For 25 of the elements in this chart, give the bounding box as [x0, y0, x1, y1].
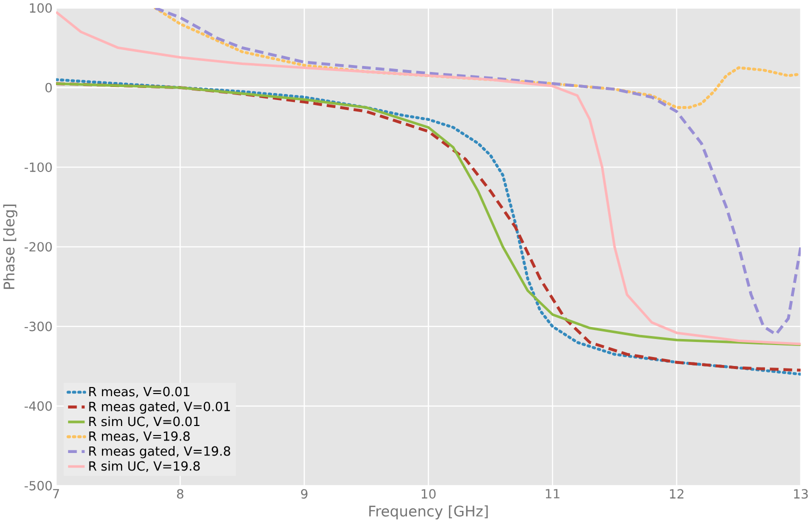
y-axis-title: Phase [deg] [3, 204, 18, 290]
line-series [154, 8, 801, 336]
x-tick-label: 8 [177, 489, 184, 499]
legend-label: R meas, V=19.8 [89, 432, 190, 442]
y-tick-label: -100 [24, 162, 52, 172]
x-tick-label: 12 [670, 489, 684, 499]
y-tick-label: 0 [45, 83, 52, 93]
x-tick-label: 11 [546, 489, 560, 498]
x-tick-label: 9 [301, 489, 308, 499]
x-tick-label: 7 [53, 489, 60, 498]
legend-label: R sim UC, V=0.01 [89, 416, 200, 428]
legend-label: R meas, V=0.01 [89, 386, 190, 398]
legend-label: R meas gated, V=19.8 [89, 446, 230, 458]
y-tick-label: -500 [24, 481, 52, 491]
line-series [154, 8, 801, 110]
line-series [56, 10, 801, 346]
x-tick-label: 13 [794, 489, 808, 499]
y-tick-label: 100 [30, 3, 52, 13]
legend-label: R sim UC, V=19.8 [89, 461, 200, 472]
y-tick-label: -200 [24, 242, 52, 252]
y-tick-label: -300 [24, 322, 52, 332]
y-tick-label: -400 [24, 401, 52, 412]
x-axis-title: Frequency [GHz] [369, 505, 488, 520]
legend-label: R meas gated, V=0.01 [89, 402, 230, 414]
x-tick-label: 10 [422, 489, 436, 499]
